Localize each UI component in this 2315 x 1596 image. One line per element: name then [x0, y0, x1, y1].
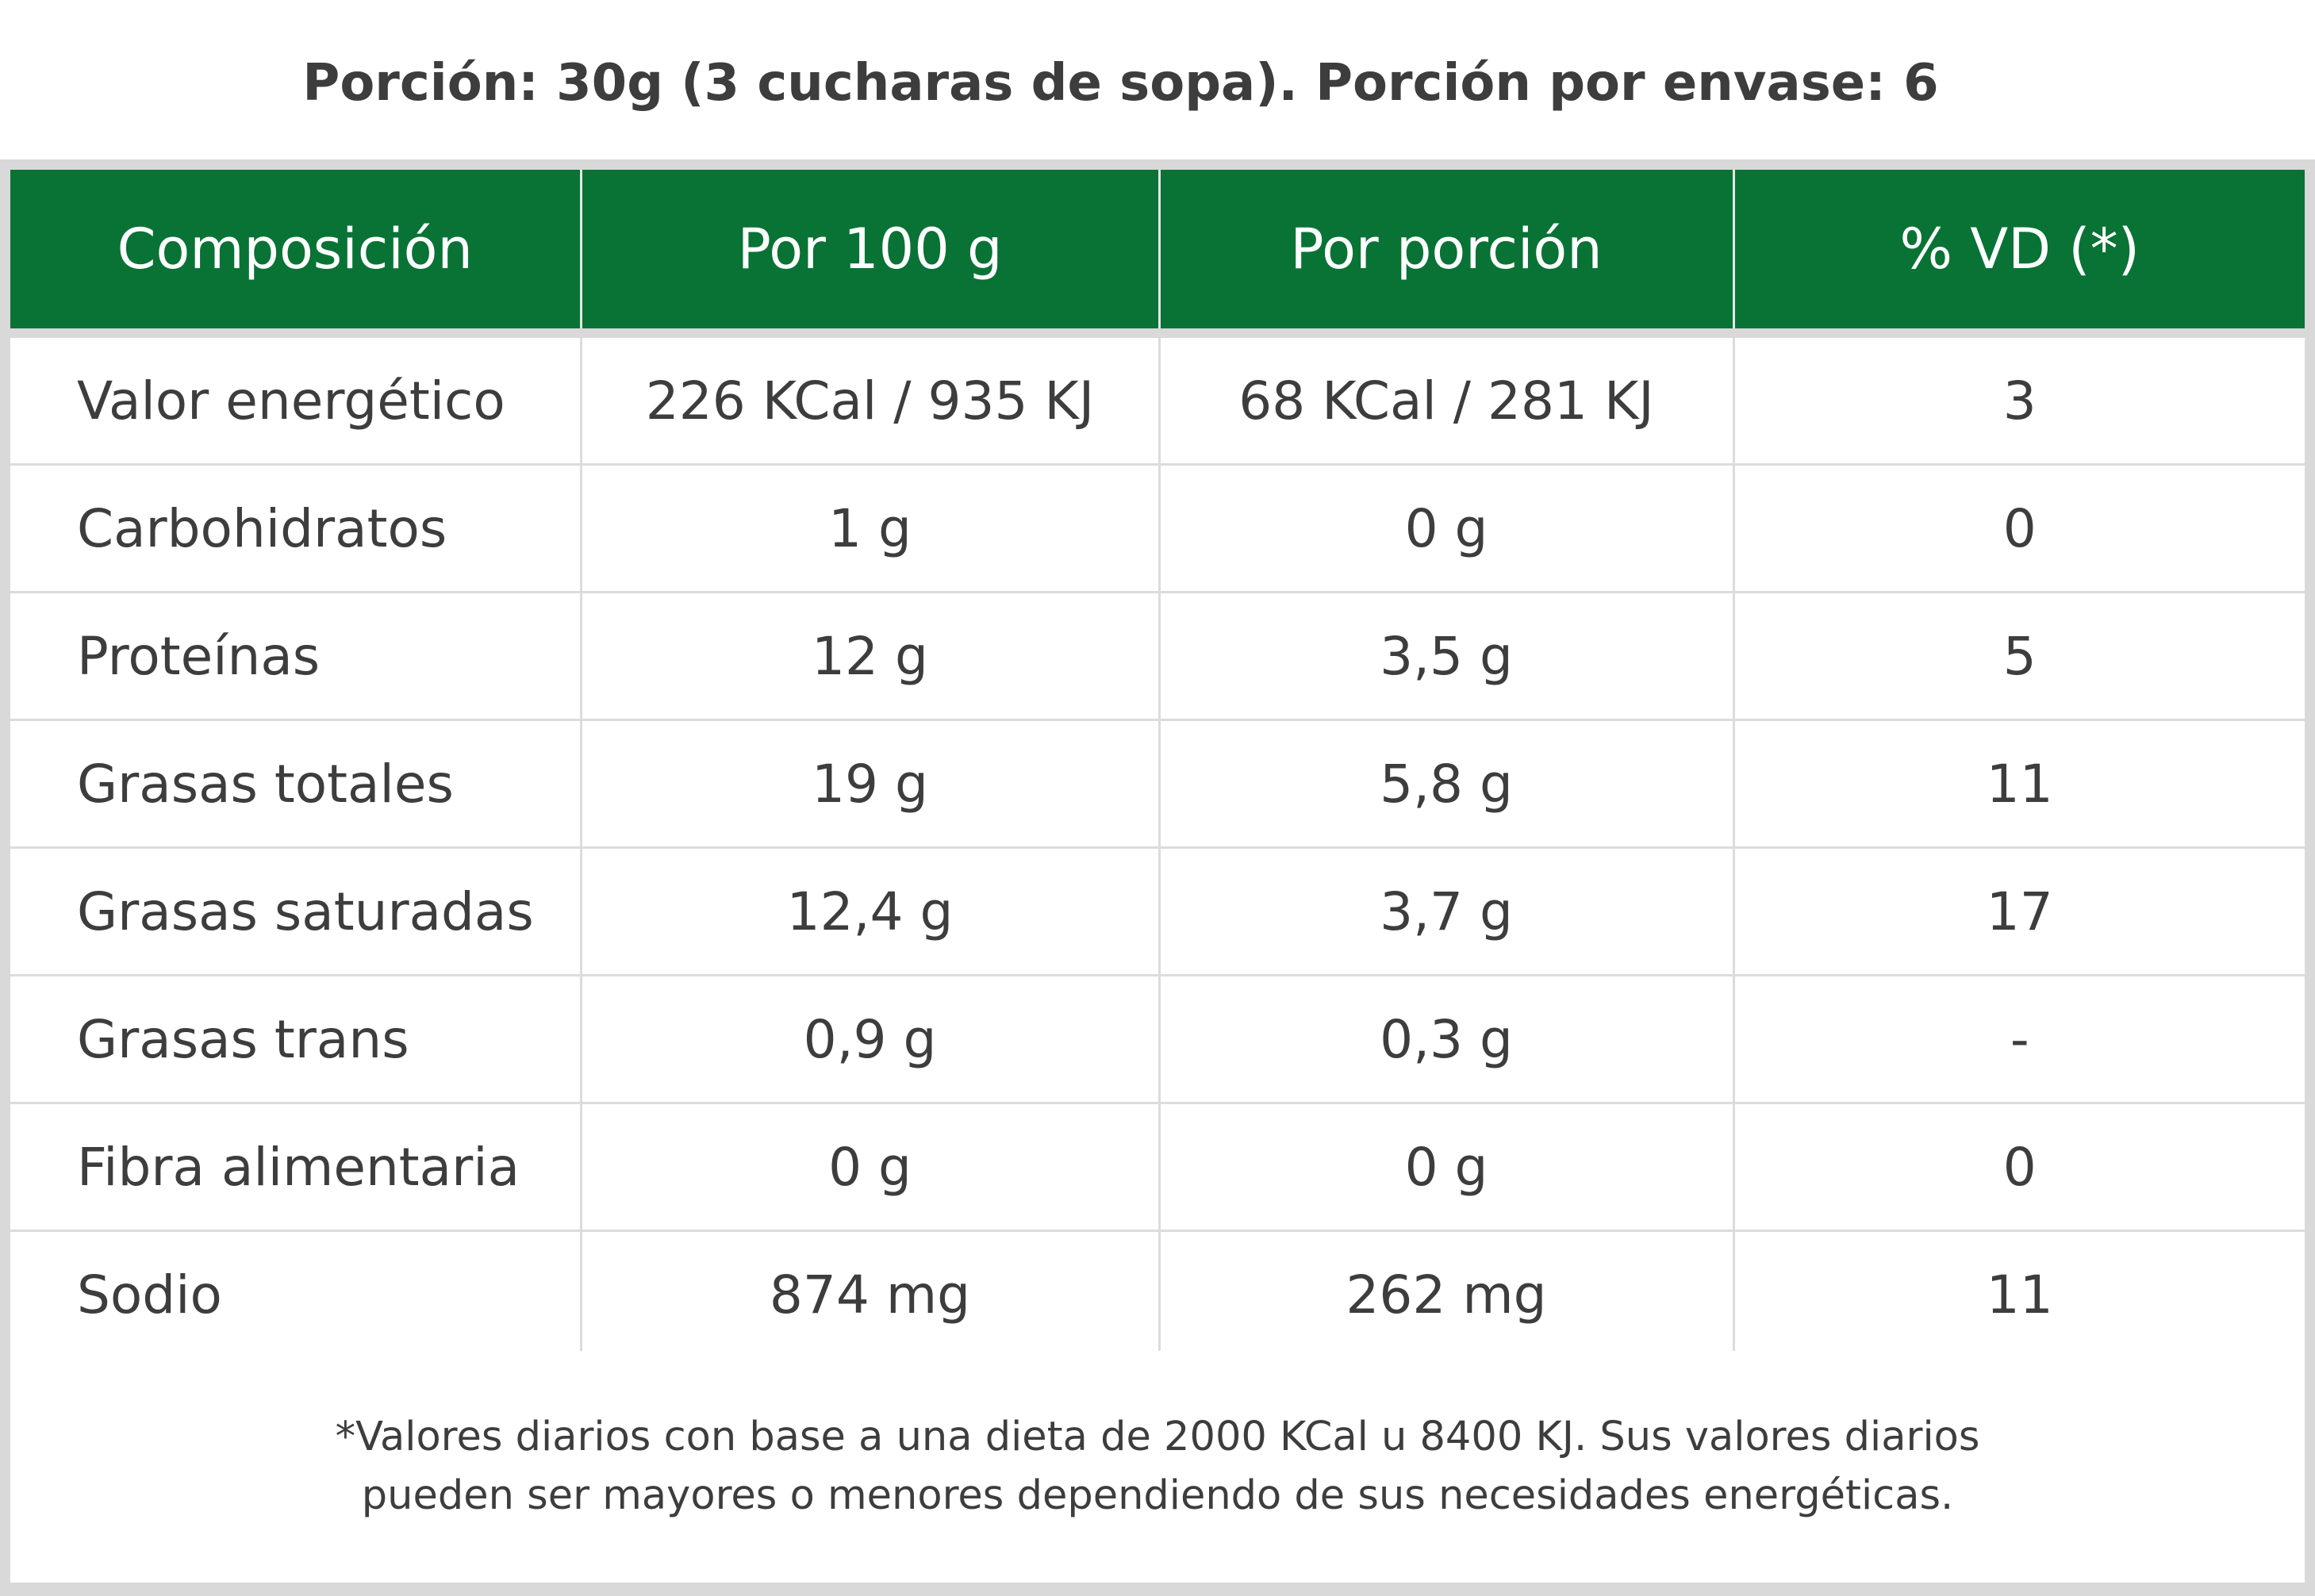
footnote-line-2: pueden ser mayores o menores dependiendo… — [361, 1472, 1954, 1519]
table-row: Proteínas 12 g 3,5 g 5 — [10, 592, 2305, 721]
nutrient-name: Carbohidratos — [10, 464, 581, 593]
value-vd: 11 — [1732, 1230, 2305, 1357]
value-per-100g: 0,9 g — [579, 975, 1159, 1104]
footnote: *Valores diarios con base a una dieta de… — [10, 1351, 2305, 1583]
value-per-100g: 12,4 g — [579, 847, 1159, 976]
value-per-portion: 3,7 g — [1158, 847, 1733, 976]
serving-info: Porción: 30g (3 cucharas de sopa). Porci… — [302, 54, 1939, 113]
value-per-100g: 0 g — [579, 1103, 1159, 1232]
header-vd: % VD (*) — [1732, 170, 2305, 328]
value-vd: 0 — [1732, 464, 2305, 593]
value-per-portion: 5,8 g — [1158, 719, 1733, 849]
table-row: Carbohidratos 1 g 0 g 0 — [10, 464, 2305, 593]
table-row: Grasas saturadas 12,4 g 3,7 g 17 — [10, 847, 2305, 976]
value-vd: - — [1732, 975, 2305, 1104]
nutrient-name: Valor energético — [10, 338, 581, 466]
nutrient-name: Grasas saturadas — [10, 847, 581, 976]
value-vd: 11 — [1732, 719, 2305, 849]
value-per-100g: 226 KCal / 935 KJ — [579, 338, 1159, 466]
header-separator — [10, 328, 2305, 338]
header-composicion: Composición — [10, 170, 581, 328]
value-vd: 3 — [1732, 338, 2305, 466]
table-row: Grasas trans 0,9 g 0,3 g - — [10, 975, 2305, 1104]
value-per-portion: 3,5 g — [1158, 592, 1733, 721]
value-per-portion: 0 g — [1158, 464, 1733, 593]
nutrient-name: Sodio — [10, 1230, 581, 1357]
nutrient-name: Proteínas — [10, 592, 581, 721]
header-por-100g: Por 100 g — [579, 170, 1159, 328]
value-per-portion: 0 g — [1158, 1103, 1733, 1232]
value-per-100g: 1 g — [579, 464, 1159, 593]
nutrient-name: Fibra alimentaria — [10, 1103, 581, 1232]
table-row: Grasas totales 19 g 5,8 g 11 — [10, 719, 2305, 849]
nutrient-name: Grasas totales — [10, 719, 581, 849]
value-per-100g: 874 mg — [579, 1230, 1159, 1357]
value-per-100g: 19 g — [579, 719, 1159, 849]
value-vd: 0 — [1732, 1103, 2305, 1232]
value-per-portion: 68 KCal / 281 KJ — [1158, 338, 1733, 466]
value-vd: 17 — [1732, 847, 2305, 976]
header-por-porcion: Por porción — [1158, 170, 1733, 328]
value-per-portion: 0,3 g — [1158, 975, 1733, 1104]
value-per-100g: 12 g — [579, 592, 1159, 721]
value-vd: 5 — [1732, 592, 2305, 721]
value-per-portion: 262 mg — [1158, 1230, 1733, 1357]
table-row: Sodio 874 mg 262 mg 11 — [10, 1230, 2305, 1357]
nutrition-table: Composición Por 100 g Por porción % VD (… — [10, 170, 2305, 1357]
table-row: Valor energético 226 KCal / 935 KJ 68 KC… — [10, 338, 2305, 466]
table-row: Fibra alimentaria 0 g 0 g 0 — [10, 1103, 2305, 1232]
nutrient-name: Grasas trans — [10, 975, 581, 1104]
footnote-line-1: *Valores diarios con base a una dieta de… — [335, 1414, 1980, 1460]
table-header-row: Composición Por 100 g Por porción % VD (… — [10, 170, 2305, 328]
